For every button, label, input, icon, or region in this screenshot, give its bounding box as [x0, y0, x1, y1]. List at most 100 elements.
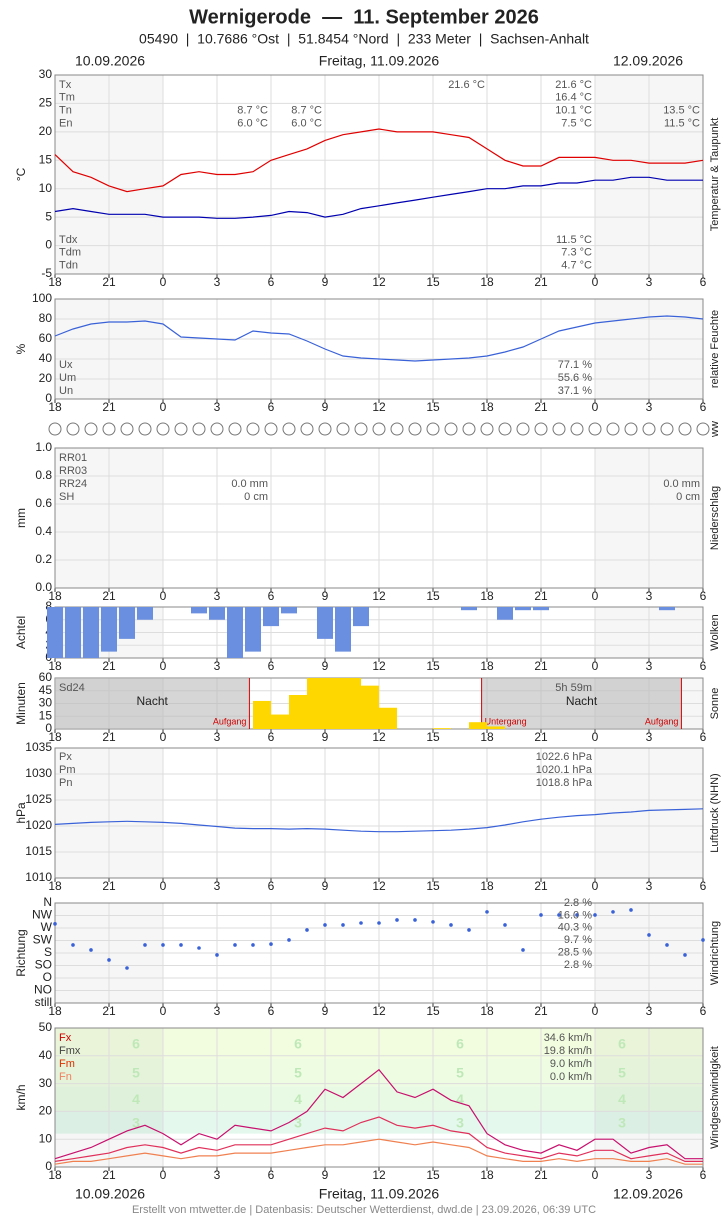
direction-point — [431, 920, 435, 924]
ww-symbol — [246, 422, 260, 436]
x-tick-label: 9 — [322, 400, 329, 414]
plot-frame — [54, 747, 704, 879]
ww-symbol — [642, 422, 656, 436]
cloud-bar — [65, 607, 81, 658]
stat-label: Pm — [59, 764, 76, 776]
y-tick-label: 20 — [39, 1104, 53, 1118]
stat-value: 21.6 °C — [555, 79, 592, 91]
y-tick-label: 0 — [45, 721, 52, 735]
bft-number: 4 — [294, 1091, 302, 1107]
x-tick-label: 21 — [102, 1004, 116, 1018]
stat-label: Tm — [59, 92, 75, 104]
x-tick-label: 21 — [534, 659, 548, 673]
stat-value: 1018.8 hPa — [536, 777, 593, 789]
x-tick-label: 15 — [426, 730, 440, 744]
x-tick-label: 6 — [700, 1004, 707, 1018]
x-tick-label: 12 — [372, 1168, 386, 1182]
y-tick-label: S — [44, 945, 52, 959]
sun-bar — [361, 685, 379, 729]
direction-point — [269, 942, 273, 946]
x-tick-label: 21 — [534, 730, 548, 744]
x-tick-label: 0 — [592, 730, 599, 744]
x-tick-label: 18 — [480, 589, 494, 603]
ww-symbol — [318, 422, 332, 436]
x-tick-label: 9 — [322, 275, 329, 289]
x-tick-label: 3 — [646, 275, 653, 289]
x-tick-label: 3 — [646, 400, 653, 414]
x-tick-label: 12 — [372, 879, 386, 893]
sun-bar — [253, 700, 271, 729]
y-tick-label: -5 — [41, 266, 52, 280]
ww-symbol — [372, 422, 386, 436]
x-tick-label: 6 — [700, 400, 707, 414]
night-label: Nacht — [566, 694, 598, 708]
x-tick-label: 3 — [214, 730, 221, 744]
sun-bar — [343, 678, 361, 729]
ww-symbol — [120, 422, 134, 436]
y-axis-label: hPa — [14, 802, 28, 824]
plot-frame — [54, 298, 704, 400]
y-axis-label: Minuten — [14, 682, 28, 725]
direction-point — [449, 923, 453, 927]
x-tick-label: 15 — [426, 879, 440, 893]
stat-value: 7.5 °C — [561, 117, 592, 129]
x-tick-label: 21 — [534, 1168, 548, 1182]
sun-bar — [379, 707, 397, 729]
stat-value: 0 cm — [244, 491, 268, 503]
x-tick-label: 12 — [372, 275, 386, 289]
ww-symbol — [264, 422, 278, 436]
direction-point — [665, 943, 669, 947]
ww-symbol — [84, 422, 98, 436]
y-axis-label: Achtel — [14, 616, 28, 649]
bft-number: 6 — [618, 1035, 626, 1051]
cloud-bar — [281, 607, 297, 614]
stat-value: 19.8 km/h — [544, 1045, 592, 1057]
ww-symbol — [624, 422, 638, 436]
stat-label: Tx — [59, 79, 72, 91]
panel-label: Windrichtung — [709, 921, 721, 985]
cloud-bar — [101, 607, 117, 652]
stat-label: SH — [59, 491, 74, 503]
x-tick-label: 18 — [48, 659, 62, 673]
x-tick-label: 3 — [214, 1168, 221, 1182]
y-tick-label: W — [41, 920, 53, 934]
stat-label: Pn — [59, 777, 72, 789]
sunrise-label: Aufgang — [645, 716, 679, 726]
sun-bar — [289, 695, 307, 729]
x-tick-label: 18 — [480, 659, 494, 673]
y-axis-label: mm — [14, 508, 28, 528]
sun-bar — [325, 678, 343, 729]
direction-point — [413, 918, 417, 922]
x-tick-label: 6 — [268, 730, 275, 744]
stat-label: RR03 — [59, 465, 87, 477]
night-label: Nacht — [137, 694, 169, 708]
plot-frame — [54, 1027, 704, 1168]
direction-point — [161, 943, 165, 947]
cloud-bar — [191, 607, 207, 614]
panel-label: Windgeschwindigkeit — [709, 1046, 721, 1149]
sunset-label: Untergang — [485, 716, 527, 726]
stat-value: 11.5 °C — [556, 234, 592, 246]
ww-symbol — [660, 422, 674, 436]
panel-label: Niederschlag — [709, 486, 721, 550]
direction-point — [89, 948, 93, 952]
y-tick-label: N — [43, 895, 52, 909]
direction-point — [395, 918, 399, 922]
y-tick-label: 15 — [39, 152, 53, 166]
x-tick-label: 6 — [700, 659, 707, 673]
sun-bar — [271, 714, 289, 729]
stat-value: 77.1 % — [558, 359, 592, 371]
panel-label: Sonne — [709, 688, 721, 720]
x-tick-label: 0 — [160, 400, 167, 414]
direction-point — [539, 913, 543, 917]
stat-label: Ux — [59, 359, 73, 371]
x-tick-label: 3 — [646, 659, 653, 673]
x-tick-label: 21 — [534, 400, 548, 414]
stat-label: Tn — [59, 105, 72, 117]
ww-symbol — [552, 422, 566, 436]
stat-value: 4.7 °C — [561, 260, 592, 272]
x-tick-label: 12 — [372, 400, 386, 414]
stat-value: 16.0 % — [558, 909, 592, 921]
x-tick-label: 6 — [268, 879, 275, 893]
stat-value: 7.3 °C — [561, 247, 592, 259]
